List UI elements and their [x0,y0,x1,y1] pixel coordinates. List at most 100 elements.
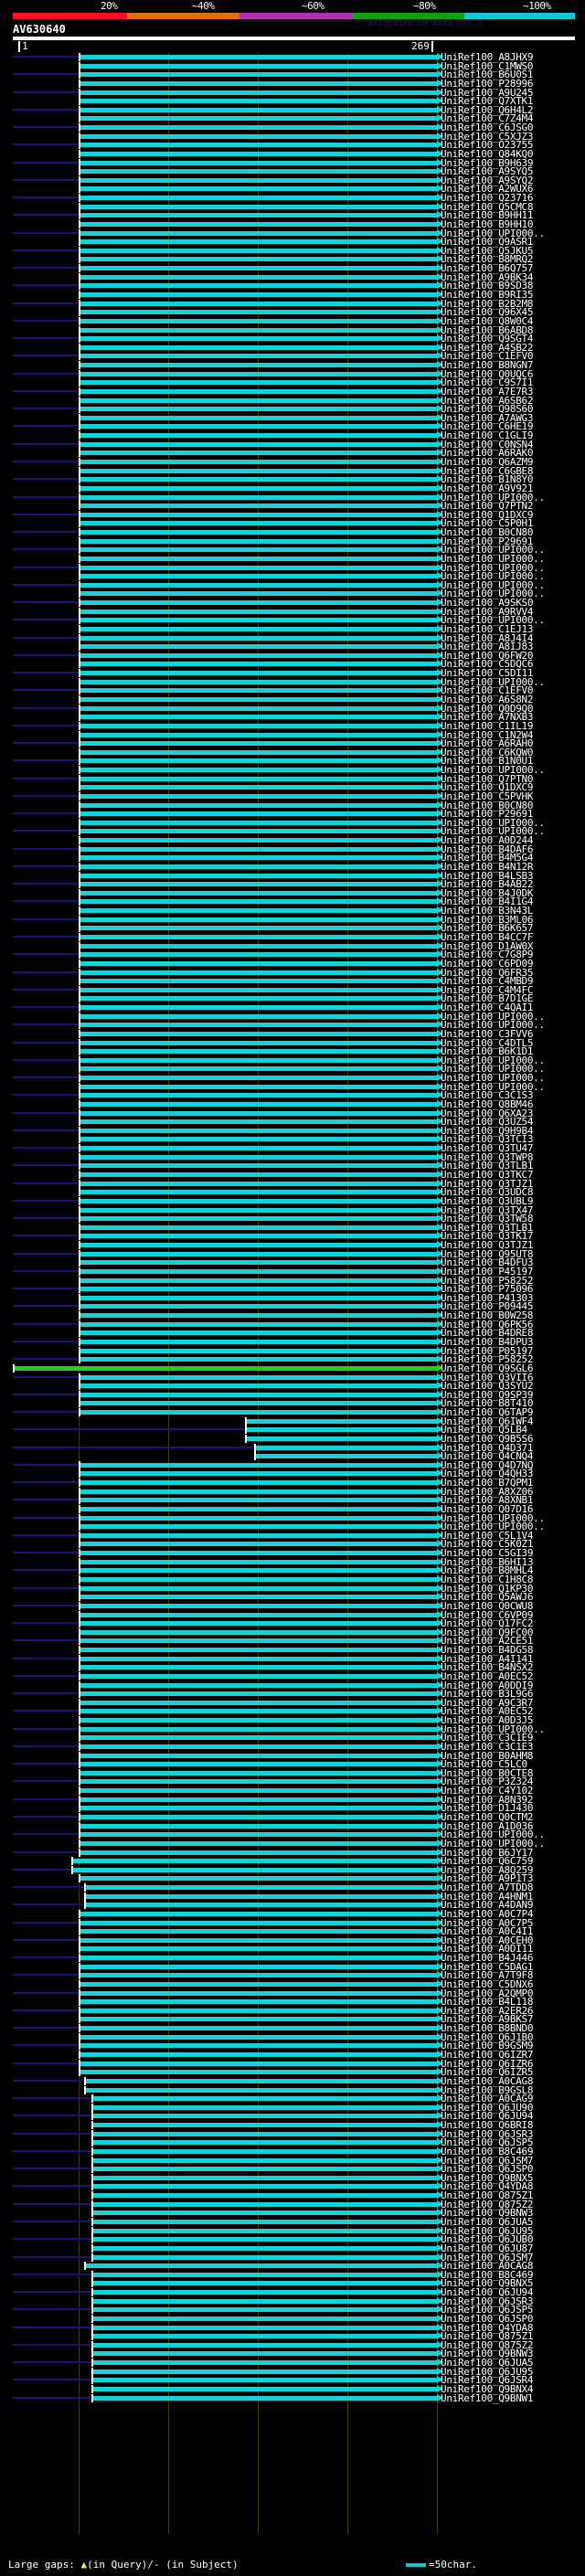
hsp-bar[interactable] [79,917,437,922]
hit-label[interactable]: UniRef100_Q6JU95 [441,2365,534,2378]
hsp-bar[interactable] [79,301,437,306]
hsp-bar[interactable] [79,1929,437,1935]
hit-label[interactable]: UniRef100_C6KQW0 [441,746,534,758]
alignment-row[interactable]: UniRef100_Q6JUB0 [0,2233,585,2246]
hit-label[interactable]: UniRef100_A8J4I4 [441,631,534,644]
hsp-bar[interactable] [79,1207,437,1213]
hsp-bar[interactable] [79,758,437,764]
alignment-row[interactable]: UniRef100_Q3TU47 [0,1143,585,1153]
hsp-bar[interactable] [79,1515,437,1521]
hsp-bar[interactable] [79,1321,437,1327]
hit-label[interactable]: UniRef100_Q0CTM2 [441,1811,534,1823]
hsp-bar[interactable] [79,1709,437,1714]
hsp-bar[interactable] [79,1005,437,1011]
hit-label[interactable]: UniRef100_B4J0DK [441,886,534,899]
hit-label[interactable]: UniRef100_UPI000.. [441,614,545,627]
hsp-bar[interactable] [79,1268,437,1274]
hit-label[interactable]: UniRef100_UPI000.. [441,825,545,838]
alignment-row[interactable]: UniRef100_C6JSG0 [0,122,585,133]
alignment-row[interactable]: UniRef100_Q6JUA5 [0,2217,585,2227]
alignment-row[interactable]: UniRef100_C3C1E9 [0,1733,585,1743]
hsp-bar[interactable] [79,1937,437,1943]
hit-label[interactable]: UniRef100_A0C4I1 [441,1925,534,1938]
hsp-bar[interactable] [79,1840,437,1846]
hit-label[interactable]: UniRef100_Q6C759 [441,1855,534,1868]
hsp-bar[interactable] [79,248,437,253]
hsp-bar[interactable] [79,459,437,464]
alignment-row[interactable]: UniRef100_A4DAN9 [0,1900,585,1910]
alignment-row[interactable]: UniRef100_A7T9F8 [0,1970,585,1980]
hit-label[interactable]: UniRef100_A4SB22 [441,341,534,354]
alignment-row[interactable]: UniRef100_C5XJZ3 [0,132,585,142]
hit-label[interactable]: UniRef100_UPI000.. [441,227,545,239]
hsp-bar[interactable] [79,1295,437,1300]
alignment-row[interactable]: UniRef100_Q3UBL9 [0,1196,585,1206]
hit-label[interactable]: UniRef100_UPI000.. [441,1829,545,1841]
hsp-bar[interactable] [79,1462,437,1468]
alignment-row[interactable]: UniRef100_A8XNB1 [0,1495,585,1505]
hsp-bar[interactable] [79,239,437,245]
hit-label[interactable]: UniRef100_Q3TX47 [441,1203,534,1216]
hit-label[interactable]: UniRef100_A6RAH0 [441,737,534,750]
hit-label[interactable]: UniRef100_Q7XTK1 [441,95,534,108]
hit-label[interactable]: UniRef100_B4NSX2 [441,1661,534,1674]
hsp-bar[interactable] [91,2167,437,2172]
hsp-bar[interactable] [79,90,437,95]
hsp-bar[interactable] [79,363,437,368]
alignment-row[interactable]: UniRef100_Q6JU95 [0,2226,585,2236]
hsp-bar[interactable] [91,2157,437,2163]
alignment-row[interactable]: UniRef100_Q3TJZ1 [0,1179,585,1189]
alignment-row[interactable]: UniRef100_Q3TX47 [0,1203,585,1216]
alignment-row[interactable]: UniRef100_A0C7P4 [0,1909,585,1919]
hit-label[interactable]: UniRef100_Q9SGT4 [441,333,534,345]
hit-label[interactable]: UniRef100_Q6AZM9 [441,455,534,468]
alignment-row[interactable]: UniRef100_B8C469 [0,2270,585,2280]
alignment-row[interactable]: UniRef100_Q9B5S6 [0,1434,585,1444]
hit-label[interactable]: UniRef100_B4AB22 [441,878,534,891]
hsp-bar[interactable] [79,266,437,271]
hsp-bar[interactable] [79,882,437,887]
alignment-row[interactable]: UniRef100_Q875Z1 [0,2331,585,2341]
hit-label[interactable]: UniRef100_B4M5G4 [441,852,534,864]
hit-label[interactable]: UniRef100_Q3TJZ1 [441,1239,534,1252]
hit-label[interactable]: UniRef100_Q6J1B0 [441,2030,534,2043]
hit-label[interactable]: UniRef100_Q4D371 [441,1441,534,1454]
alignment-row[interactable]: UniRef100_B3L9G6 [0,1689,585,1699]
hit-label[interactable]: UniRef100_C1EFV0 [441,684,534,697]
hsp-bar[interactable] [79,345,437,350]
hsp-bar[interactable] [79,1119,437,1125]
hit-label[interactable]: UniRef100_B8T410 [441,1397,534,1410]
hsp-bar[interactable] [79,1093,437,1098]
hsp-bar[interactable] [91,2193,437,2199]
hsp-bar[interactable] [79,1648,437,1653]
alignment-row[interactable]: UniRef100_UPI000.. [0,1020,585,1030]
hit-label[interactable]: UniRef100_Q6JUB0 [441,2233,534,2246]
hsp-bar[interactable] [79,1911,437,1916]
alignment-row[interactable]: UniRef100_C5K0Z1 [0,1539,585,1549]
hsp-bar[interactable] [79,80,437,86]
alignment-row[interactable]: UniRef100_P28996 [0,79,585,89]
alignment-row[interactable]: UniRef100_B6JY17 [0,1848,585,1858]
hsp-bar[interactable] [79,671,437,676]
hit-label[interactable]: UniRef100_C6VP09 [441,1608,534,1621]
hit-label[interactable]: UniRef100_C3C1E3 [441,1740,534,1753]
alignment-row[interactable]: UniRef100_P45197 [0,1267,585,1277]
hit-label[interactable]: UniRef100_P58252 [441,1274,534,1287]
hsp-bar[interactable] [79,221,437,227]
alignment-row[interactable]: UniRef100_D1J430 [0,1803,585,1813]
hit-label[interactable]: UniRef100_C1MWS0 [441,59,534,72]
alignment-row[interactable]: UniRef100_C0NSN4 [0,440,585,450]
alignment-row[interactable]: UniRef100_Q9BNX5 [0,2278,585,2288]
alignment-row[interactable]: UniRef100_A7E7R3 [0,387,585,397]
alignment-row[interactable]: UniRef100_B4L118 [0,1997,585,2007]
hit-label[interactable]: UniRef100_D1AW0X [441,939,534,952]
hsp-bar[interactable] [254,1445,437,1450]
hsp-bar[interactable] [79,2017,437,2022]
hsp-bar[interactable] [79,1260,437,1266]
hit-label[interactable]: UniRef100_UPI000.. [441,1010,545,1023]
hit-label[interactable]: UniRef100_Q6JSM7 [441,2251,534,2263]
alignment-row[interactable]: UniRef100_Q5LB4 [0,1425,585,1435]
alignment-row[interactable]: UniRef100_A9C3R7 [0,1698,585,1708]
hit-label[interactable]: UniRef100_C4M4FC [441,983,534,996]
alignment-row[interactable]: UniRef100_Q4YDA8 [0,2181,585,2191]
